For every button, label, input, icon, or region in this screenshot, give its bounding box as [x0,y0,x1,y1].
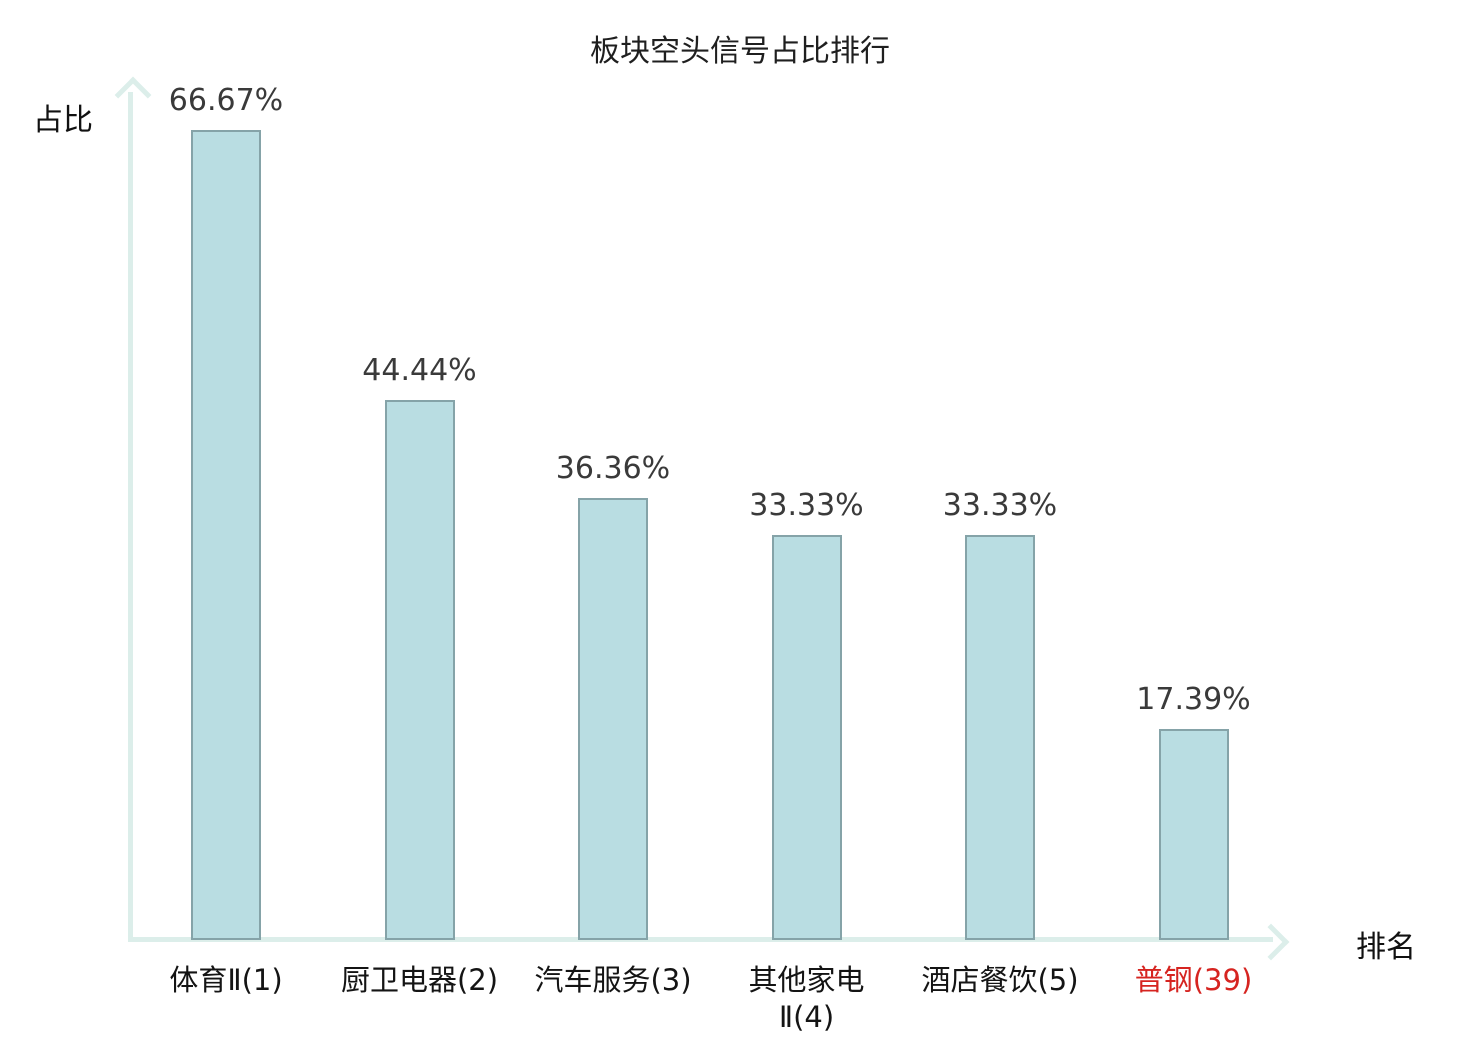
bar [771,535,842,940]
x-tick-label: 体育Ⅱ(1) [169,963,283,997]
bar-value-label: 66.67% [168,83,284,118]
y-axis-line [128,92,133,942]
bar [578,498,648,940]
chart-title: 板块空头信号占比排行 [590,34,890,69]
bar [965,535,1035,940]
x-tick-label: 酒店餐饮(5) [921,963,1079,997]
x-axis-arrow-icon [1252,923,1290,961]
bar [1158,729,1229,940]
y-axis-label: 占比 [33,103,93,138]
x-axis-label: 排名 [1356,930,1416,965]
x-tick-label: 其他家电 Ⅱ(4) [748,963,865,1034]
bar [384,400,455,940]
x-tick-label: 厨卫电器(2) [340,963,499,997]
x-tick-label: 汽车服务(3) [534,963,692,997]
bar-value-label: 33.33% [942,488,1058,523]
x-tick-label: 普钢(39) [1134,963,1253,997]
bar-value-label: 33.33% [749,488,864,523]
bar-value-label: 36.36% [555,451,671,486]
x-axis-line [128,937,1273,942]
bar [191,130,261,940]
bar-value-label: 44.44% [362,353,477,388]
bar-value-label: 17.39% [1136,682,1251,717]
